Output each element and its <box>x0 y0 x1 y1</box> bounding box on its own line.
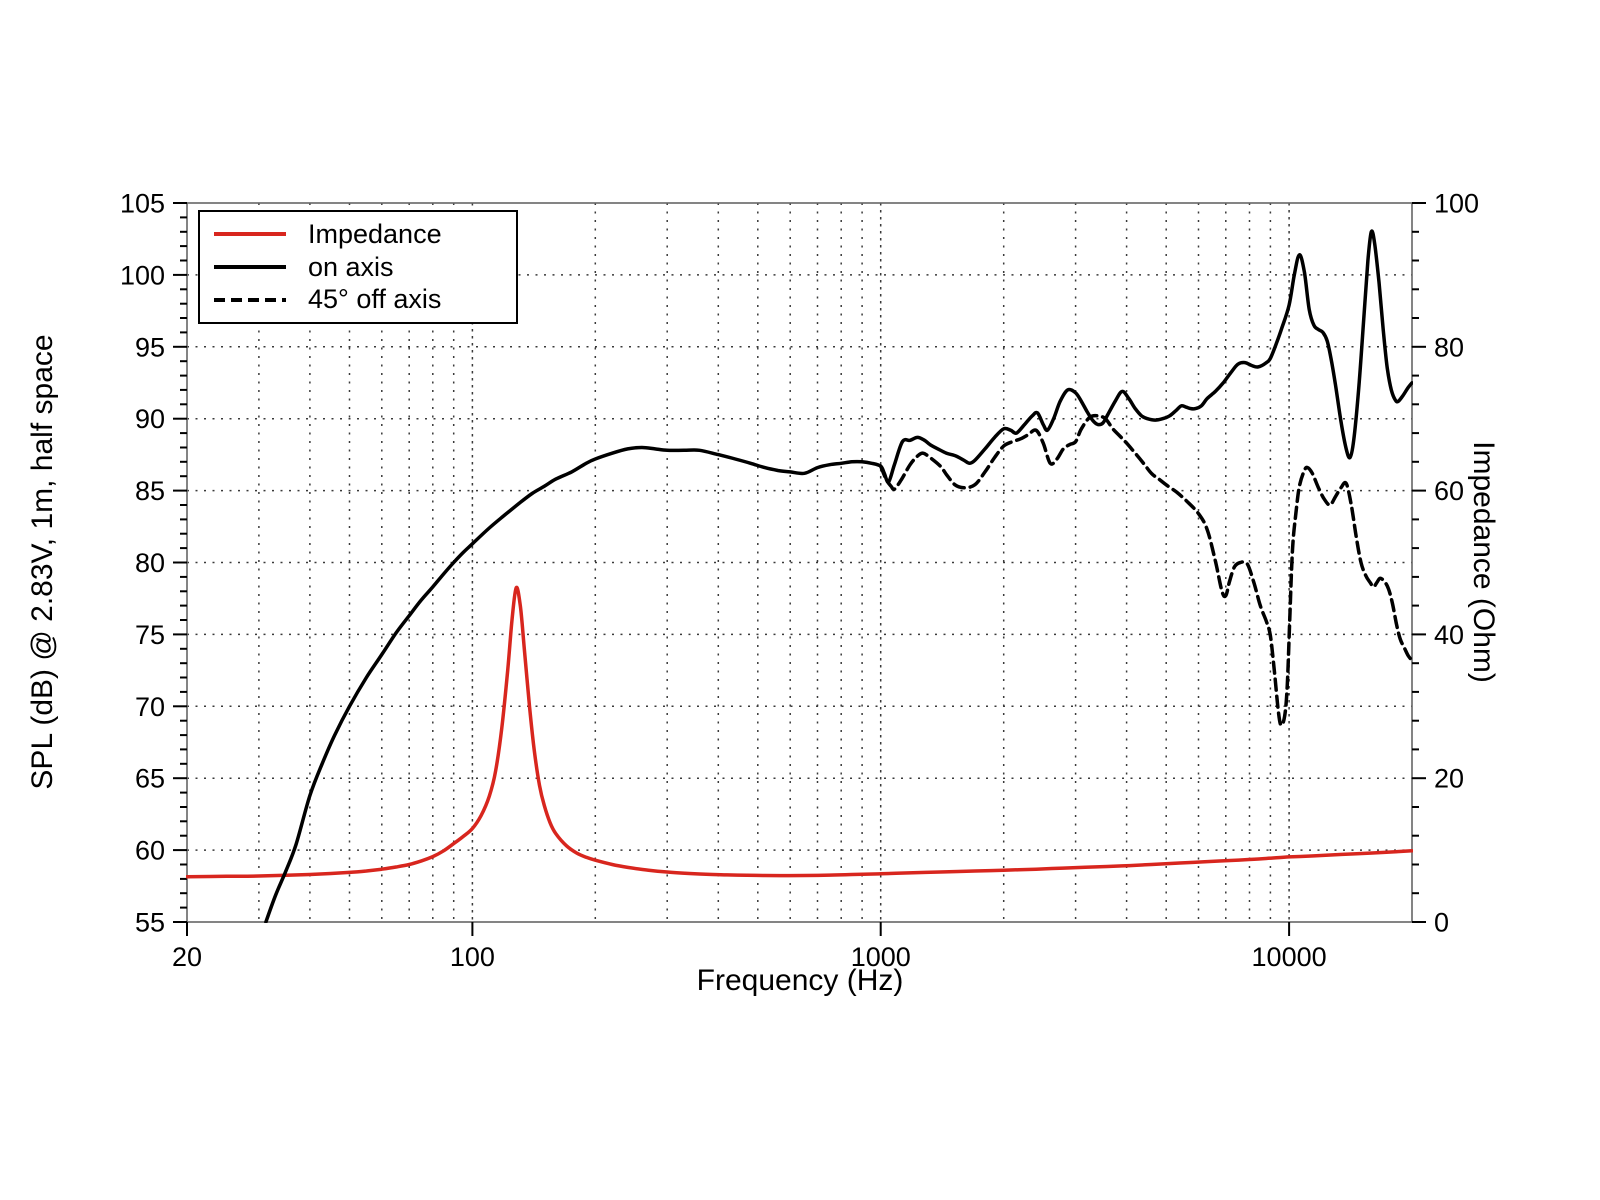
legend-item-on-axis: on axis <box>200 251 516 284</box>
x-tick-label: 10000 <box>1252 942 1327 972</box>
axis-ticks <box>173 202 1426 936</box>
data-series <box>186 229 1413 923</box>
x-tick-label: 100 <box>450 942 495 972</box>
right-tick-label: 0 <box>1434 908 1449 938</box>
left-tick-label: 75 <box>135 620 165 650</box>
on-axis-curve <box>264 229 1413 923</box>
legend: Impedance on axis 45° off axis <box>198 210 518 324</box>
right-tick-label: 40 <box>1434 620 1464 650</box>
left-tick-label: 65 <box>135 764 165 794</box>
left-tick-label: 80 <box>135 548 165 578</box>
left-tick-label: 95 <box>135 332 165 362</box>
left-tick-label: 60 <box>135 836 165 866</box>
right-tick-label: 60 <box>1434 476 1464 506</box>
left-tick-label: 55 <box>135 908 165 938</box>
left-tick-label: 100 <box>120 260 165 290</box>
off-axis-curve <box>878 413 1413 727</box>
right-tick-label: 20 <box>1434 764 1464 794</box>
x-tick-label: 20 <box>172 942 202 972</box>
right-tick-label: 80 <box>1434 332 1464 362</box>
impedance-curve <box>186 585 1413 879</box>
on-axis-line-sample <box>214 265 286 269</box>
legend-item-off-axis: 45° off axis <box>200 283 516 316</box>
off-axis-line-sample <box>214 297 286 302</box>
legend-item-impedance: Impedance <box>200 218 516 251</box>
impedance-line-sample <box>214 232 286 237</box>
left-y-axis-title: SPL (dB) @ 2.83V, 1m, half space <box>26 334 59 789</box>
right-y-axis-title: Impedance (Ohm) <box>1467 441 1500 683</box>
legend-label: on axis <box>308 251 394 282</box>
gridlines <box>187 203 1412 922</box>
legend-label: 45° off axis <box>308 284 442 315</box>
left-tick-label: 90 <box>135 404 165 434</box>
x-tick-label: 1000 <box>851 942 911 972</box>
left-tick-label: 70 <box>135 692 165 722</box>
left-tick-label: 105 <box>120 189 165 219</box>
left-tick-label: 85 <box>135 476 165 506</box>
tick-labels: 55 60 65 70 75 80 85 90 95 100 105 0 20 40 60 80 100 20 10… <box>120 189 1479 973</box>
x-axis-title: Frequency (Hz) <box>697 964 904 997</box>
right-tick-label: 100 <box>1434 189 1479 219</box>
legend-label: Impedance <box>308 218 442 249</box>
